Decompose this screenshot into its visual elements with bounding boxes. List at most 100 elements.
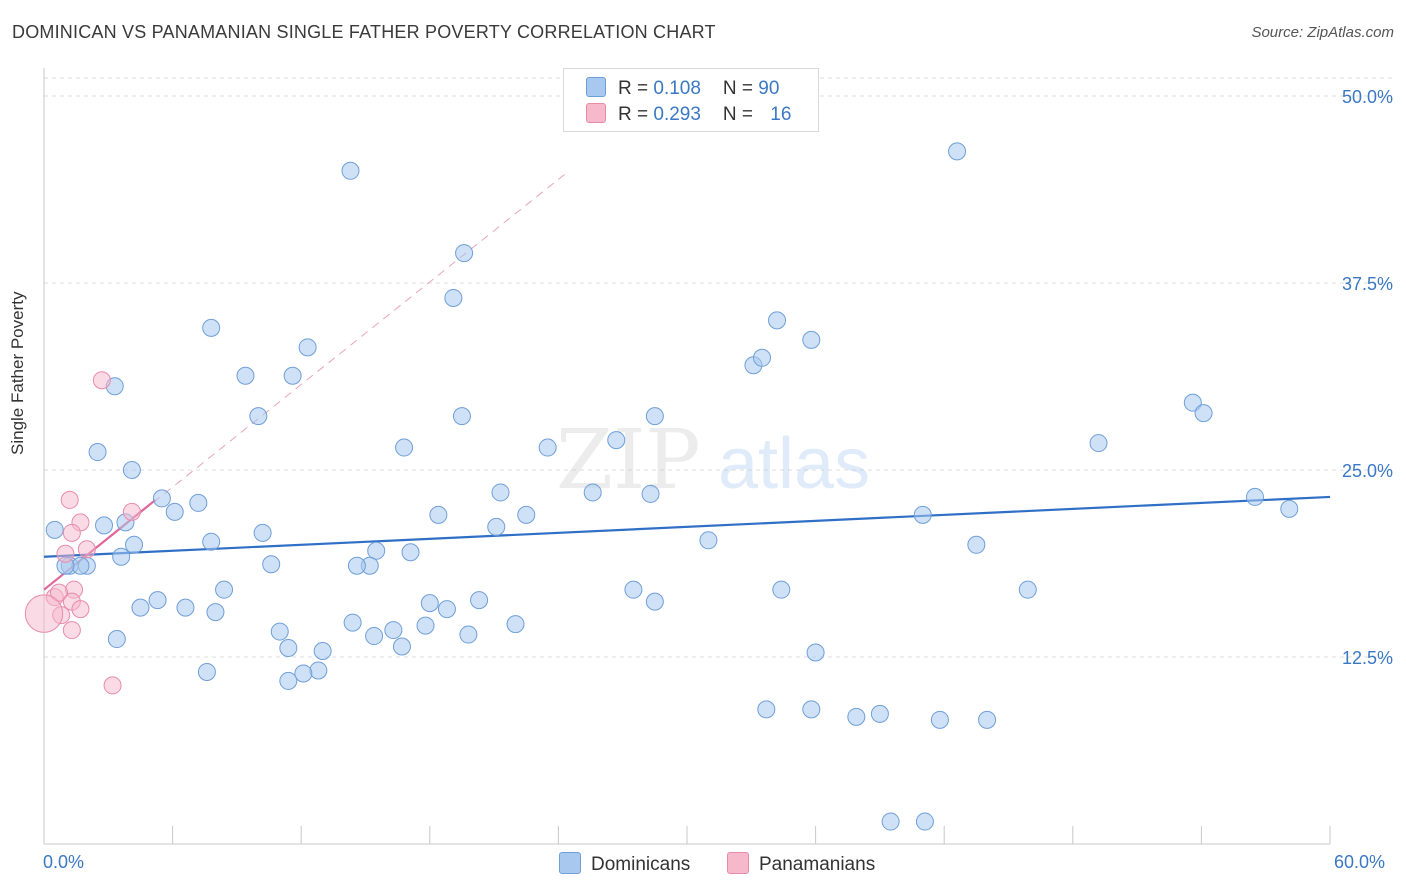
legend-swatch-dominicans bbox=[586, 77, 606, 97]
y-tick-label-2: 37.5% bbox=[1342, 274, 1393, 294]
dominican-point bbox=[253, 523, 272, 542]
panamanian-point bbox=[103, 676, 122, 695]
dominican-point bbox=[279, 671, 298, 690]
bottom-legend-dominicans: Dominicans bbox=[559, 852, 690, 876]
stats-legend: R = 0.108 N = 90 R = 0.293 N = 16 bbox=[563, 68, 819, 132]
dominican-point bbox=[395, 438, 414, 457]
dominican-point bbox=[249, 407, 268, 426]
dominican-point bbox=[88, 443, 107, 462]
dominican-point bbox=[1018, 580, 1037, 599]
legend-n-value: 90 bbox=[758, 78, 780, 99]
x-tick-label-max: 60.0% bbox=[1334, 852, 1386, 872]
dominican-point bbox=[202, 532, 221, 551]
y-tick-label-1: 25.0% bbox=[1342, 461, 1393, 481]
dominican-point bbox=[45, 520, 64, 539]
dominican-point bbox=[506, 615, 525, 634]
dominican-point bbox=[131, 598, 150, 617]
dominican-point bbox=[1089, 434, 1108, 453]
dominican-point bbox=[455, 244, 474, 263]
bottom-legend-label-dominicans: Dominicans bbox=[591, 854, 691, 875]
panamanian-point bbox=[62, 621, 81, 640]
bottom-legend-swatch-panamanians bbox=[727, 852, 749, 874]
dominican-point bbox=[624, 580, 643, 599]
dominican-point bbox=[487, 517, 506, 536]
dominican-point bbox=[236, 366, 255, 385]
dominican-point bbox=[283, 366, 302, 385]
dominican-point bbox=[517, 505, 536, 524]
dominican-point bbox=[772, 580, 791, 599]
dominican-point bbox=[148, 591, 167, 610]
watermark-atlas: atlas bbox=[718, 424, 870, 504]
dominican-point bbox=[202, 318, 221, 337]
panamanian-point bbox=[71, 600, 90, 619]
dominican-point bbox=[437, 600, 456, 619]
dominican-point bbox=[416, 616, 435, 635]
dominican-point bbox=[365, 627, 384, 646]
dominican-point bbox=[491, 483, 510, 502]
data-points bbox=[24, 142, 1299, 831]
dominican-point bbox=[95, 516, 114, 535]
legend-n-label: N = bbox=[722, 104, 759, 125]
dominican-point bbox=[699, 531, 718, 550]
dominican-point bbox=[881, 812, 900, 831]
legend-row-panamanians: R = 0.293 N = 16 bbox=[586, 103, 791, 127]
legend-row-dominicans: R = 0.108 N = 90 bbox=[586, 77, 779, 101]
bottom-legend-panamanians: Panamanians bbox=[727, 852, 875, 876]
dominican-point bbox=[294, 664, 313, 683]
dominican-point bbox=[452, 407, 471, 426]
dominican-point bbox=[915, 812, 934, 831]
source-label: Source: ZipAtlas.com bbox=[1251, 24, 1394, 41]
panamanian-point bbox=[60, 490, 79, 509]
dominican-point bbox=[313, 642, 332, 661]
dominican-point bbox=[420, 594, 439, 613]
dominican-point bbox=[309, 661, 328, 680]
dominican-point bbox=[270, 622, 289, 641]
dominican-point bbox=[392, 637, 411, 656]
panamanian-point bbox=[77, 540, 96, 559]
dominican-point bbox=[870, 704, 889, 723]
panamanian-point bbox=[24, 594, 64, 633]
dominican-point bbox=[1245, 487, 1264, 506]
dominican-point bbox=[978, 710, 997, 729]
dominican-point bbox=[444, 288, 463, 307]
dominican-point bbox=[122, 461, 141, 479]
watermark: ZIP atlas bbox=[556, 413, 870, 508]
dominican-point bbox=[757, 700, 776, 719]
legend-r-label: R = bbox=[618, 104, 654, 125]
dominican-point bbox=[607, 431, 626, 450]
dominican-point bbox=[913, 505, 932, 524]
bottom-legend-label-panamanians: Panamanians bbox=[759, 854, 876, 875]
panamanian-point bbox=[62, 523, 81, 542]
dominican-point bbox=[384, 621, 403, 640]
panamanian-point bbox=[92, 371, 111, 390]
dominican-point bbox=[215, 580, 234, 599]
dominican-point bbox=[206, 603, 225, 622]
dominican-point bbox=[806, 643, 825, 662]
dominican-point bbox=[262, 555, 281, 574]
dominican-point bbox=[112, 547, 131, 566]
dominican-point bbox=[401, 543, 420, 562]
dominican-point bbox=[948, 142, 967, 161]
dominican-point bbox=[967, 535, 986, 554]
dominican-point bbox=[152, 489, 171, 508]
dominican-point bbox=[367, 541, 386, 560]
x-tick-label-min: 0.0% bbox=[43, 852, 85, 872]
trend-lines bbox=[43, 170, 1331, 591]
dominican-point bbox=[768, 311, 787, 330]
dominican-point bbox=[429, 505, 448, 524]
dominican-point bbox=[347, 556, 366, 575]
dominican-point bbox=[107, 630, 126, 649]
dominican-point bbox=[470, 591, 489, 610]
y-tick-label-3: 50.0% bbox=[1342, 87, 1393, 107]
y-tick-labels: 12.5% 25.0% 37.5% 50.0% bbox=[1342, 87, 1393, 668]
dominican-point bbox=[459, 625, 478, 644]
dominican-point bbox=[1280, 499, 1299, 518]
dominican-point bbox=[298, 338, 317, 357]
legend-swatch-panamanians bbox=[586, 103, 606, 123]
dominican-point bbox=[165, 502, 184, 521]
dominican-point bbox=[645, 407, 664, 426]
panamanian-point bbox=[122, 502, 141, 521]
dominican-point bbox=[189, 493, 208, 512]
chart-title: DOMINICAN VS PANAMANIAN SINGLE FATHER PO… bbox=[12, 22, 716, 42]
legend-n-label: N = bbox=[722, 78, 759, 99]
